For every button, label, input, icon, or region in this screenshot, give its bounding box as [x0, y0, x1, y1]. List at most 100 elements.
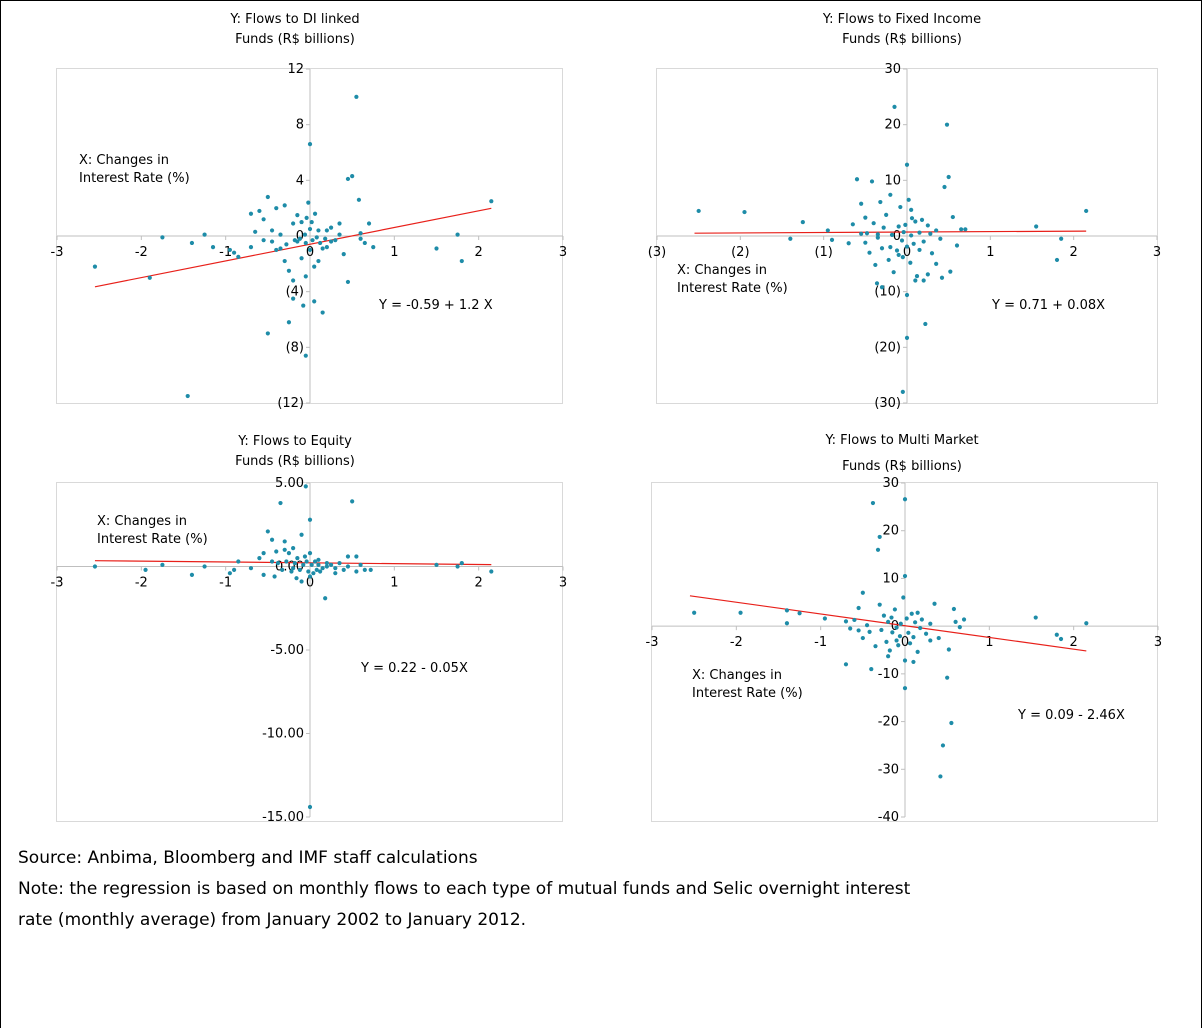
data-point [909, 233, 914, 238]
data-point [898, 204, 903, 210]
data-point [918, 625, 923, 631]
data-point [879, 627, 884, 633]
data-point [904, 335, 910, 340]
data-point [328, 239, 334, 244]
data-point [324, 245, 329, 250]
data-point [1034, 224, 1039, 229]
data-point [902, 686, 908, 691]
data-point [345, 554, 351, 559]
data-point [323, 596, 328, 601]
data-point [891, 270, 896, 275]
data-point [887, 648, 892, 653]
data-point [261, 572, 266, 577]
data-point [312, 264, 317, 269]
data-point [324, 564, 329, 569]
data-point [299, 219, 304, 225]
data-point [894, 638, 899, 643]
data-point [324, 228, 329, 233]
data-point [289, 569, 294, 574]
data-point [914, 273, 920, 279]
chart-title-multi-market: Y: Flows to Multi Market Funds (R$ billi… [825, 433, 979, 474]
x-tick-label: (1) [814, 245, 832, 260]
data-point [894, 625, 899, 630]
data-point [269, 239, 275, 244]
data-point [455, 232, 460, 237]
data-point [274, 206, 279, 211]
chart-di-linked: -3 -2 -1 0 1 2 3 (12) (8) (4) 0 4 8 12 X: Changes in In… [51, 62, 568, 411]
x-tick-label: 3 [559, 576, 567, 591]
data-point [333, 566, 338, 571]
data-point [356, 197, 362, 202]
data-point [291, 278, 296, 283]
data-point [928, 621, 933, 626]
data-point [934, 261, 939, 266]
data-point [366, 221, 372, 226]
data-point [1084, 208, 1089, 214]
data-point [911, 241, 916, 246]
y-tick-label: (30) [874, 396, 901, 411]
data-point [889, 615, 894, 620]
data-point [307, 517, 313, 522]
data-point [906, 197, 911, 202]
data-point [919, 217, 925, 222]
data-point [306, 569, 311, 574]
data-point [904, 616, 909, 621]
data-point [923, 321, 928, 327]
data-point [902, 497, 908, 502]
regression-equation: Y = 0.71 + 0.08X [991, 298, 1105, 313]
data-point [908, 260, 913, 265]
x-axis-label: X: Changes in Interest Rate (%) [692, 668, 803, 701]
chart-title-fixed-income: Y: Flows to Fixed Income Funds (R$ billi… [822, 12, 982, 47]
data-point [189, 572, 195, 577]
data-point [358, 231, 363, 236]
data-point [915, 610, 920, 615]
data-point [897, 634, 903, 639]
data-point [314, 567, 319, 572]
data-point [160, 562, 165, 567]
data-point [850, 222, 855, 227]
data-point [954, 243, 960, 248]
data-point [948, 269, 953, 274]
data-point [323, 236, 328, 241]
data-point [921, 239, 926, 244]
data-point [232, 250, 237, 255]
data-point [236, 559, 241, 564]
data-point [316, 228, 321, 233]
y-tick-label: 4 [296, 173, 304, 188]
trendline [94, 207, 492, 288]
data-point [299, 256, 304, 261]
data-point [345, 564, 351, 569]
chart-fixed-income: (3) (2) (1) 0 1 2 3 (30) (20) (10) 0 10 20 30 X: Chang… [648, 62, 1161, 411]
x-tick-label: 0 [903, 245, 911, 260]
data-point [147, 275, 152, 280]
x-axis-label: X: Changes in Interest Rate (%) [677, 263, 788, 296]
data-point [867, 250, 872, 255]
x-tick-label: -3 [51, 245, 64, 260]
data-point [942, 184, 947, 190]
data-point [904, 162, 910, 167]
data-point [900, 389, 905, 394]
data-point [879, 285, 885, 290]
data-point [295, 239, 300, 244]
data-point [307, 247, 313, 253]
data-point [843, 662, 849, 667]
trendline [694, 230, 1087, 234]
data-point [316, 557, 321, 562]
y-tick-label: (20) [874, 340, 901, 355]
data-point [265, 194, 270, 200]
data-point [1054, 257, 1060, 263]
data-point [873, 262, 878, 268]
data-point [934, 228, 939, 233]
data-point [875, 547, 881, 552]
data-point [915, 649, 920, 655]
data-point [951, 606, 957, 612]
data-point [892, 104, 897, 109]
data-point [950, 214, 955, 220]
data-point [337, 221, 342, 226]
x-tick-label: 3 [559, 245, 567, 260]
x-tick-label: 3 [1153, 245, 1161, 260]
data-point [434, 246, 439, 251]
data-point [890, 630, 895, 635]
data-point [800, 219, 805, 225]
